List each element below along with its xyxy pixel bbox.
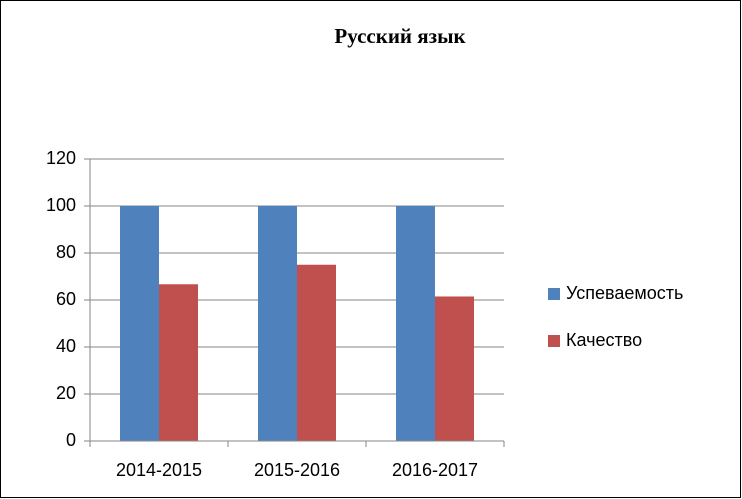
y-tick-label: 100 xyxy=(46,195,76,215)
bar xyxy=(159,284,198,441)
bar xyxy=(258,206,297,441)
bar xyxy=(297,264,336,441)
y-tick-label: 120 xyxy=(46,148,76,168)
x-tick-label: 2016-2017 xyxy=(392,460,478,480)
legend-swatch xyxy=(548,335,560,347)
x-tick-label: 2014-2015 xyxy=(116,460,202,480)
bar xyxy=(396,206,435,441)
x-tick-label: 2015-2016 xyxy=(254,460,340,480)
y-tick-label: 20 xyxy=(56,383,76,403)
chart-title: Русский язык xyxy=(334,24,466,48)
bar xyxy=(120,206,159,441)
legend-label: Качество xyxy=(566,330,642,350)
y-tick-label: 40 xyxy=(56,336,76,356)
legend-swatch xyxy=(548,288,560,300)
bar xyxy=(435,296,474,441)
y-tick-label: 60 xyxy=(56,289,76,309)
legend-label: Успеваемость xyxy=(566,283,683,303)
y-tick-label: 80 xyxy=(56,242,76,262)
y-tick-label: 0 xyxy=(66,430,76,450)
